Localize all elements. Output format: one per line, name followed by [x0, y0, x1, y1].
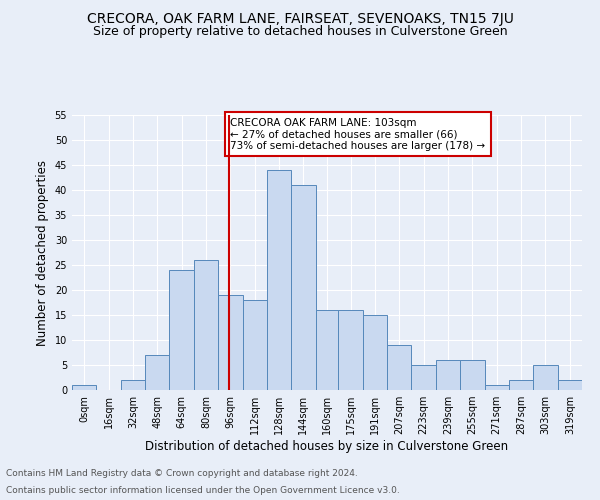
Bar	[509, 380, 533, 390]
Bar	[363, 315, 387, 390]
Bar	[291, 185, 316, 390]
Text: CRECORA, OAK FARM LANE, FAIRSEAT, SEVENOAKS, TN15 7JU: CRECORA, OAK FARM LANE, FAIRSEAT, SEVENO…	[86, 12, 514, 26]
Bar	[121, 380, 145, 390]
Bar	[436, 360, 460, 390]
Bar	[267, 170, 291, 390]
Bar	[387, 345, 412, 390]
Bar	[194, 260, 218, 390]
Text: CRECORA OAK FARM LANE: 103sqm
← 27% of detached houses are smaller (66)
73% of s: CRECORA OAK FARM LANE: 103sqm ← 27% of d…	[230, 118, 485, 150]
Y-axis label: Number of detached properties: Number of detached properties	[36, 160, 49, 346]
Bar	[338, 310, 363, 390]
Bar	[412, 365, 436, 390]
Bar	[169, 270, 194, 390]
Bar	[316, 310, 338, 390]
Bar	[533, 365, 557, 390]
Bar	[218, 295, 242, 390]
Bar	[145, 355, 169, 390]
Bar	[72, 385, 97, 390]
Text: Contains HM Land Registry data © Crown copyright and database right 2024.: Contains HM Land Registry data © Crown c…	[6, 468, 358, 477]
Bar	[485, 385, 509, 390]
Text: Contains public sector information licensed under the Open Government Licence v3: Contains public sector information licen…	[6, 486, 400, 495]
X-axis label: Distribution of detached houses by size in Culverstone Green: Distribution of detached houses by size …	[145, 440, 509, 453]
Text: Size of property relative to detached houses in Culverstone Green: Size of property relative to detached ho…	[92, 25, 508, 38]
Bar	[460, 360, 485, 390]
Bar	[557, 380, 582, 390]
Bar	[242, 300, 267, 390]
